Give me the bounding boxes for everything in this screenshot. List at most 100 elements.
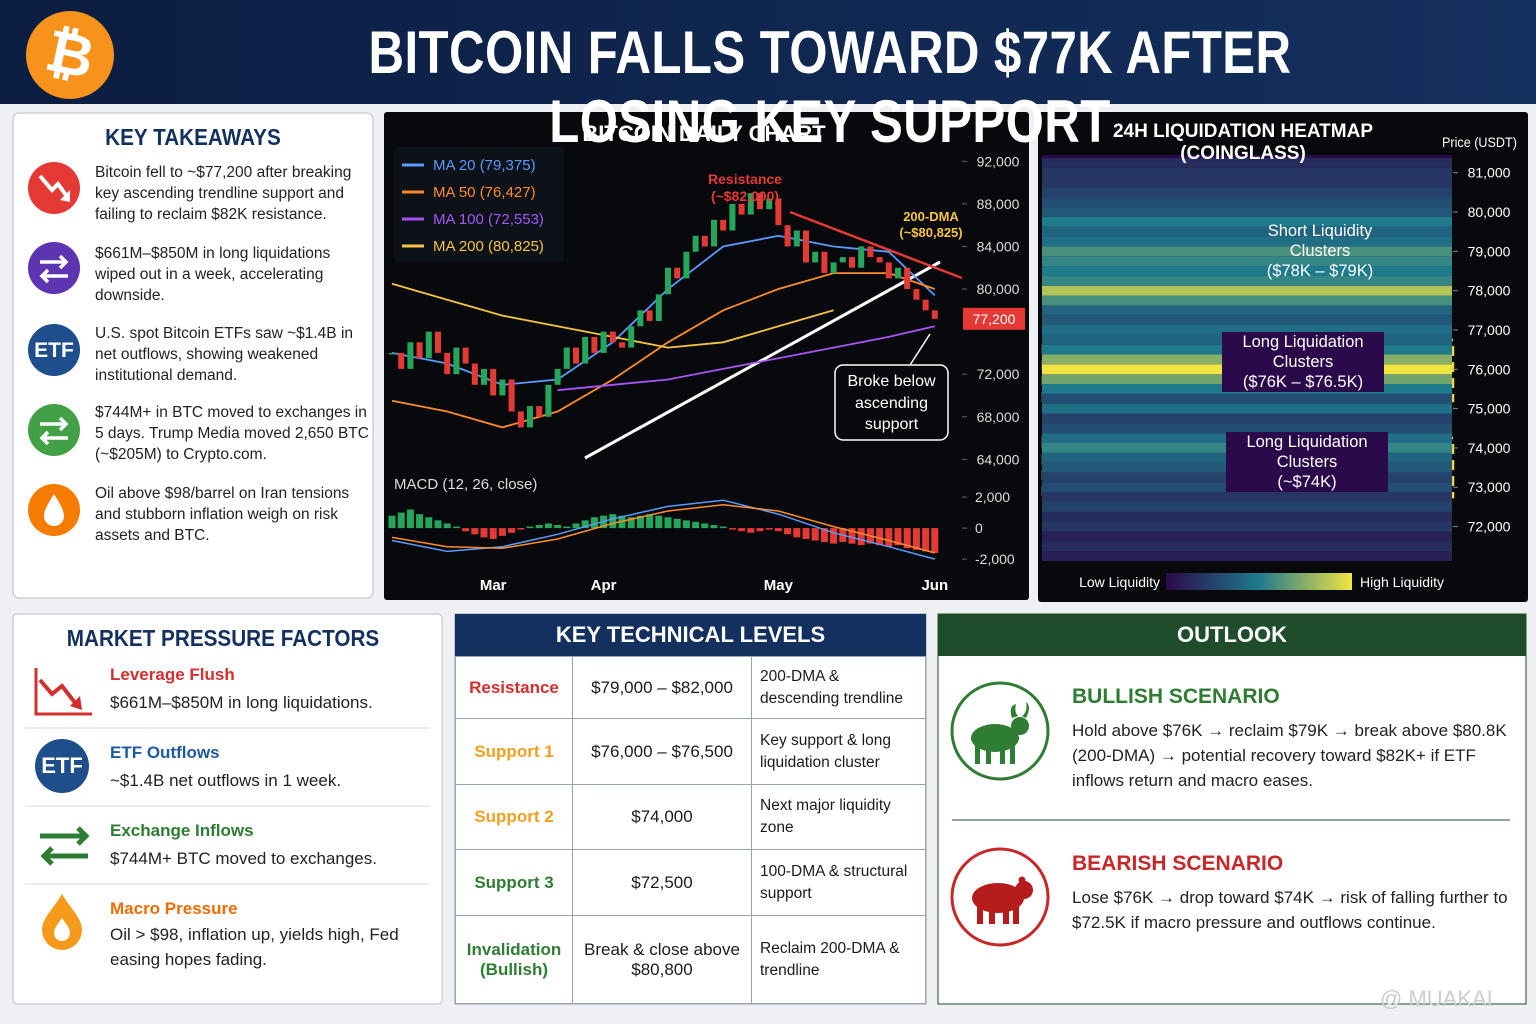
candle [435,331,441,353]
y-tick-label: 74,000 [1468,440,1511,456]
candle [637,310,644,327]
levels-header [455,614,926,656]
page-title: BITCOIN FALLS TOWARD $77K AFTER LOSING K… [368,19,1292,155]
heatmap-cell [1042,551,1452,561]
candle [563,347,570,369]
heatmap-cell [1042,187,1452,198]
macd-line [391,504,935,554]
candle [453,347,460,375]
macd-bar [590,517,598,529]
candle [885,262,892,279]
axis-label: Price (USDT) [1442,134,1517,150]
icon [34,668,92,716]
scenario-title: BEARISH SCENARIO [1072,852,1284,875]
heatmap-cell [1042,266,1452,276]
candle [462,347,469,364]
price-tag [963,307,1025,330]
macd-bar [692,521,700,529]
candle [425,331,432,359]
ma-line [557,325,936,392]
macd-bar [563,526,571,529]
candle [646,310,653,321]
heatmap-cell [1042,256,1452,267]
cell: $76,000 – $76,500 [572,718,752,785]
macd-bar [802,528,810,539]
y-tick-label: 64,000 [977,451,1020,467]
heatmap-cell [1042,315,1452,326]
candle [600,331,607,353]
legend-entry: MA 200 (80,825) [433,238,544,255]
annotation: Broke below ascending support [847,373,936,433]
macd-bar [572,523,580,529]
factor-text: $661M–$850M in long liquidations. [110,693,373,712]
macd-bar [425,517,433,529]
heatmap-cell [1042,226,1452,237]
candle [527,406,533,428]
icon [39,254,69,284]
macd-bar [922,528,930,552]
icon [38,678,78,706]
heatmap-cell [1042,236,1452,247]
candle [766,198,773,210]
candle [619,342,625,348]
macd-bar [535,525,543,529]
factor-title: Leverage Flush [110,665,235,684]
cell: $79,000 – $82,000 [572,656,752,719]
x-tick-label: Mar [480,577,507,594]
legend-entry: MA 20 (79,375) [433,157,536,174]
annotation-arrow [909,333,931,366]
candle [747,193,754,215]
y-tick-label: 84,000 [977,238,1020,254]
heatmap-cell [1042,216,1452,227]
heatmap-cell [1042,393,1452,404]
ma-line [391,272,936,429]
scenario-text: Lose $76K → drop toward $74K → risk of f… [1072,888,1508,932]
heatmap-cell [1042,403,1452,414]
candle [508,379,515,412]
macd-bar [765,528,773,530]
macd-bar [857,528,865,546]
y-tick-label: 2,000 [975,489,1010,505]
macd-bar [903,528,911,549]
legend-box [394,147,564,262]
macd-bar [526,526,534,529]
candle [499,379,506,396]
heatmap-cell [1042,285,1452,296]
outlook-header [938,614,1526,656]
icon-label: ETF [41,753,83,778]
annotation: Short Liquidity Clusters ($78K – $79K) [1266,222,1374,280]
cell: Break & close above $80,800 [572,915,752,1004]
macd-bar [682,520,690,529]
candle [582,336,589,364]
cell: 200-DMA & descending trendline [751,656,926,719]
candle [821,251,828,274]
icon [39,416,69,446]
heatmap-cell [1042,177,1452,188]
candle [490,368,497,396]
macd-bar [627,517,635,529]
y-tick-label: 77,000 [1468,322,1511,338]
panel-title: KEY TECHNICAL LEVELS [555,622,826,647]
cell: $72,500 [572,849,752,916]
cell: Reclaim 200-DMA & trendline [751,915,926,1004]
macd-bar [416,514,424,529]
heatmap-cell [1042,167,1452,178]
macd-bar [931,528,939,553]
price-tag-label: 77,200 [973,311,1016,327]
macd-bar [848,528,856,544]
y-tick-label: 0 [975,520,983,536]
heatmap-cell [1042,541,1452,552]
candle [398,352,405,369]
macd-bar [673,518,681,529]
y-tick-label: 80,000 [977,281,1020,297]
cell: Support 2 [455,784,573,850]
candle [416,342,423,359]
macd-bar [397,512,405,529]
candle [701,235,708,247]
candle [591,336,598,353]
logo: ₿ [40,17,100,92]
cell: 100-DMA & structural support [751,849,926,916]
macd-bar [646,514,654,529]
candle [849,257,855,268]
